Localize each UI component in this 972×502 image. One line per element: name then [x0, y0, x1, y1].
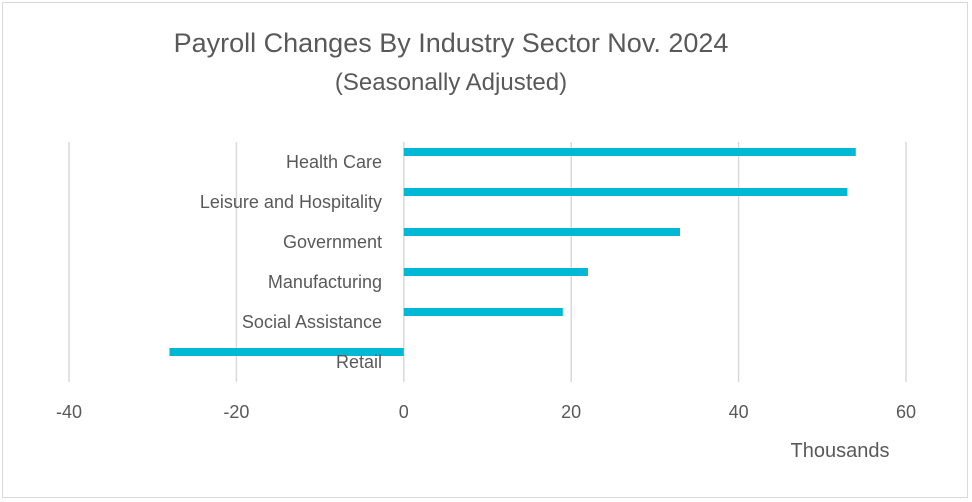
- bar: [403, 308, 563, 316]
- category-label: Retail: [336, 352, 382, 372]
- gridlines: [68, 142, 907, 382]
- bar: [403, 268, 588, 276]
- x-tick-label: -40: [56, 402, 82, 422]
- bars: [169, 148, 856, 356]
- category-label: Manufacturing: [268, 272, 382, 292]
- x-tick-label: 60: [896, 402, 916, 422]
- bar: [169, 348, 404, 356]
- x-axis-title: Thousands: [791, 440, 890, 462]
- bar: [403, 188, 848, 196]
- chart-title: Payroll Changes By Industry Sector Nov. …: [174, 28, 729, 58]
- x-tick-labels: -40 -20 0 20 40 60: [56, 402, 916, 422]
- category-label: Government: [283, 232, 382, 252]
- bar: [403, 228, 681, 236]
- category-label: Social Assistance: [242, 312, 382, 332]
- x-tick-label: 0: [399, 402, 409, 422]
- bar: [403, 148, 856, 156]
- chart-subtitle: (Seasonally Adjusted): [335, 69, 567, 96]
- x-tick-label: 20: [561, 402, 581, 422]
- category-labels: Health Care Leisure and Hospitality Govern…: [200, 152, 382, 372]
- category-label: Health Care: [286, 152, 382, 172]
- x-tick-label: -20: [223, 402, 249, 422]
- category-label: Leisure and Hospitality: [200, 192, 382, 212]
- x-tick-label: 40: [729, 402, 749, 422]
